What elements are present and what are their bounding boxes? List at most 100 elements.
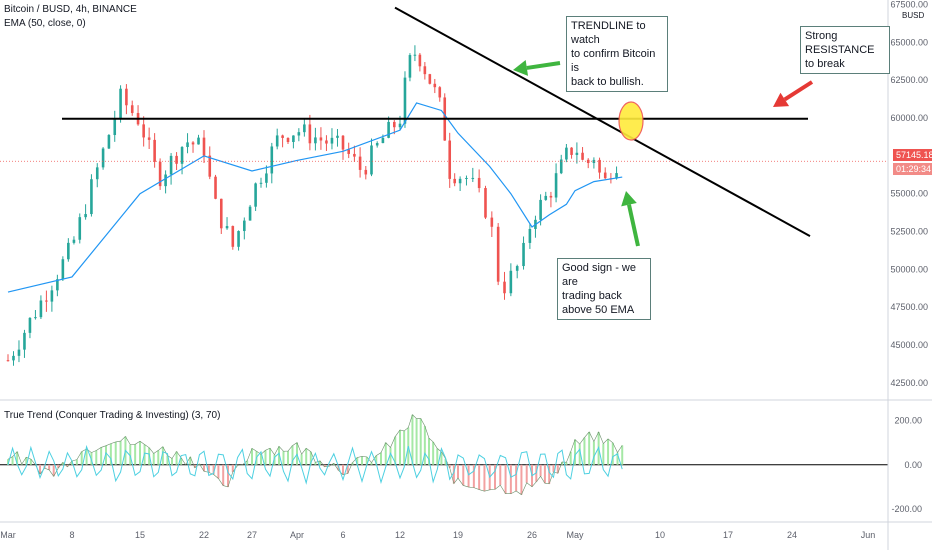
candle-body	[528, 228, 532, 243]
candle	[225, 217, 229, 230]
candle-body	[125, 88, 128, 106]
candle-body	[490, 217, 494, 227]
candle	[237, 230, 240, 251]
candle	[28, 317, 32, 339]
candle-body	[603, 172, 607, 179]
x-tick-label: 10	[655, 530, 665, 540]
candle-body	[72, 239, 76, 243]
candle-body	[559, 159, 563, 174]
candle	[17, 340, 21, 363]
x-tick-label: 17	[723, 530, 733, 540]
candle-body	[6, 360, 10, 362]
candle-body	[270, 146, 274, 174]
candle-body	[403, 77, 407, 124]
symbol-legend[interactable]: Bitcoin / BUSD, 4h, BINANCE	[4, 4, 137, 15]
candle	[275, 128, 279, 150]
candle-body	[433, 83, 437, 88]
breakout-circle	[618, 101, 644, 141]
candle	[45, 290, 48, 312]
candle-body	[522, 242, 525, 267]
candle-body	[465, 177, 468, 179]
candle-body	[130, 105, 134, 114]
y-tick-label: 42500.00	[890, 378, 928, 388]
candle	[202, 130, 206, 164]
candle	[490, 211, 494, 238]
candle-body	[158, 161, 162, 187]
arrow-head	[621, 191, 637, 207]
candle	[303, 118, 306, 137]
candle-body	[592, 159, 596, 164]
candle	[219, 198, 223, 234]
x-tick-label: 8	[69, 530, 74, 540]
arrow-to-trendline	[513, 60, 561, 76]
candle	[448, 132, 452, 188]
candle-body	[615, 173, 618, 179]
x-tick-label: Jun	[861, 530, 876, 540]
candle-body	[393, 121, 396, 128]
price-pane[interactable]	[0, 45, 888, 366]
candle	[308, 114, 312, 151]
candle-body	[101, 148, 105, 168]
candle	[158, 158, 162, 190]
candle-body	[347, 149, 350, 154]
x-tick-label: 6	[340, 530, 345, 540]
candle	[180, 146, 184, 175]
candle	[292, 135, 295, 149]
candle	[325, 135, 328, 151]
candle-body	[314, 137, 317, 144]
candle	[259, 177, 263, 188]
arrow-head	[513, 60, 529, 76]
osc-tick-label: 0.00	[904, 460, 922, 470]
candle-body	[308, 124, 312, 144]
candle	[418, 52, 422, 72]
candle-body	[375, 143, 379, 146]
oscillator-line	[7, 444, 623, 485]
candle	[243, 217, 246, 240]
resistance-note: Strong RESISTANCE to break	[800, 26, 890, 74]
candle	[477, 169, 481, 193]
candle-body	[503, 281, 506, 294]
candle	[208, 146, 212, 180]
candle	[164, 170, 167, 194]
candle	[270, 142, 274, 184]
candle	[559, 154, 563, 175]
candle	[496, 223, 500, 286]
candle	[56, 274, 59, 297]
candle-body	[56, 279, 59, 291]
candle	[423, 62, 427, 80]
candle-body	[175, 155, 178, 164]
candle-body	[297, 132, 301, 136]
candle	[281, 134, 284, 148]
candle	[586, 158, 590, 169]
candle-body	[61, 259, 65, 280]
candle	[67, 238, 70, 262]
indicator-legend[interactable]: True Trend (Conquer Trading & Investing)…	[4, 410, 221, 421]
trendline-note: TRENDLINE to watch to confirm Bitcoin is…	[566, 16, 668, 92]
oscillator-pane[interactable]	[0, 414, 888, 496]
ema-line	[7, 102, 623, 293]
candle	[319, 127, 323, 150]
currency-label: BUSD	[902, 11, 925, 20]
candle	[484, 185, 487, 220]
candle	[39, 295, 43, 320]
candle	[515, 264, 519, 279]
candle	[544, 191, 548, 201]
ema-legend[interactable]: EMA (50, close, 0)	[4, 18, 86, 29]
candle	[6, 354, 10, 362]
candle	[254, 182, 257, 211]
candle	[428, 73, 432, 85]
candle-body	[34, 317, 37, 319]
osc-tick-label: -200.00	[891, 504, 922, 514]
candle-body	[303, 124, 306, 133]
candle-body	[286, 137, 290, 143]
candle-body	[17, 349, 21, 356]
candle-body	[515, 266, 519, 271]
candle	[142, 116, 145, 147]
candle	[147, 127, 151, 150]
candle-body	[147, 137, 151, 140]
candle	[453, 173, 456, 187]
candle-body	[191, 142, 195, 145]
candle	[336, 129, 339, 147]
candle	[101, 147, 105, 170]
